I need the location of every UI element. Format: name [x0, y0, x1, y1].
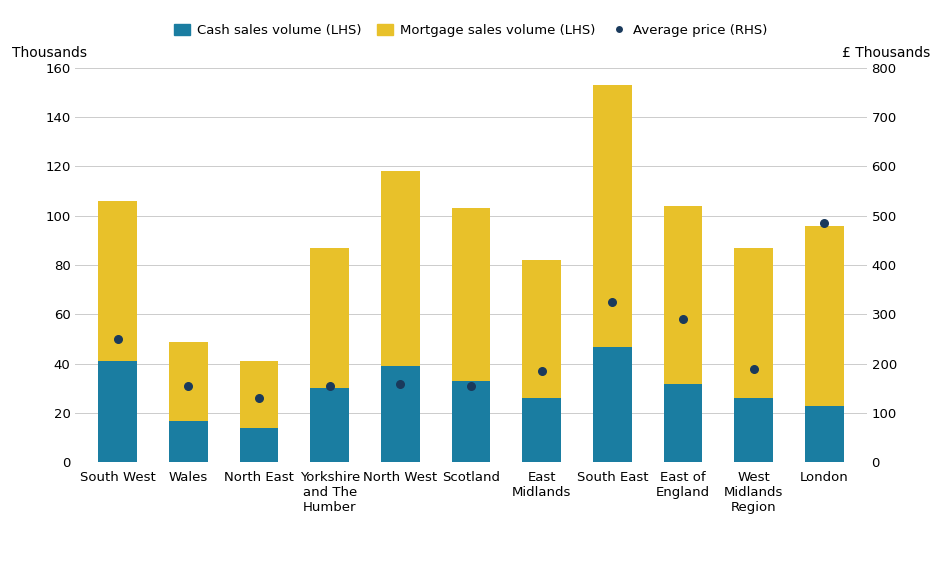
Bar [169, 342, 208, 421]
Bar [663, 206, 703, 384]
Bar [804, 406, 844, 462]
Bar [734, 248, 773, 398]
Bar [98, 362, 138, 462]
Bar [239, 362, 279, 428]
Bar [310, 248, 349, 389]
Text: Thousands: Thousands [12, 46, 87, 60]
Bar [310, 389, 349, 462]
Bar [522, 260, 561, 398]
Point [605, 298, 620, 307]
Point [675, 315, 690, 324]
Bar [451, 208, 491, 381]
Point [393, 379, 408, 388]
Bar [593, 346, 632, 462]
Bar [734, 398, 773, 462]
Point [110, 334, 125, 343]
Bar [593, 85, 632, 346]
Point [746, 364, 761, 373]
Point [322, 381, 337, 390]
Point [534, 367, 549, 376]
Bar [381, 171, 420, 366]
Point [463, 381, 479, 390]
Bar [239, 428, 279, 462]
Bar [381, 366, 420, 462]
Legend: Cash sales volume (LHS), Mortgage sales volume (LHS), Average price (RHS): Cash sales volume (LHS), Mortgage sales … [170, 19, 772, 43]
Bar [169, 421, 208, 462]
Point [817, 219, 832, 228]
Bar [451, 381, 491, 462]
Text: £ Thousands: £ Thousands [842, 46, 930, 60]
Bar [663, 384, 703, 462]
Point [181, 381, 196, 390]
Point [252, 394, 267, 403]
Bar [98, 201, 138, 362]
Bar [804, 226, 844, 406]
Bar [522, 398, 561, 462]
